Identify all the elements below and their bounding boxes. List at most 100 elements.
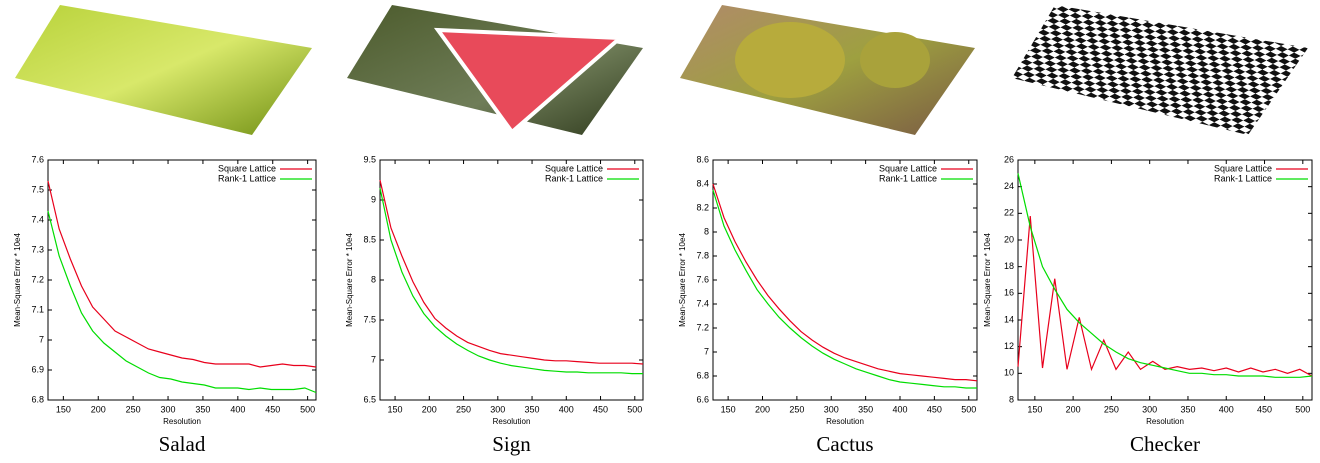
- plot-frame: [1018, 160, 1312, 400]
- series-line: [1018, 173, 1312, 377]
- legend-label: Rank-1 Lattice: [879, 173, 937, 183]
- y-tick-label: 7.4: [696, 298, 709, 308]
- series-line: [380, 188, 643, 374]
- legend-label: Square Lattice: [545, 163, 603, 173]
- x-tick-label: 400: [230, 404, 245, 414]
- x-tick-label: 300: [490, 404, 505, 414]
- x-axis-label: Resolution: [1146, 417, 1184, 426]
- x-tick-label: 350: [1180, 404, 1195, 414]
- x-tick-label: 250: [1104, 404, 1119, 414]
- y-axis-label: Mean-Square Error * 10e4: [345, 233, 354, 327]
- x-tick-label: 350: [195, 404, 210, 414]
- y-tick-label: 12: [1004, 341, 1014, 351]
- legend-label: Rank-1 Lattice: [218, 173, 276, 183]
- y-tick-label: 6.8: [31, 394, 44, 404]
- x-tick-label: 450: [593, 404, 608, 414]
- series-line: [1018, 216, 1312, 376]
- y-tick-label: 9.5: [363, 154, 376, 164]
- x-tick-label: 300: [161, 404, 176, 414]
- x-tick-label: 450: [927, 404, 942, 414]
- y-tick-label: 7.5: [363, 314, 376, 324]
- x-tick-label: 150: [388, 404, 403, 414]
- y-tick-label: 7.8: [696, 250, 709, 260]
- chart-title: Checker: [1130, 432, 1200, 456]
- series-line: [48, 181, 316, 367]
- x-tick-label: 250: [126, 404, 141, 414]
- y-tick-label: 6.9: [31, 364, 44, 374]
- y-tick-label: 24: [1004, 181, 1014, 191]
- x-tick-label: 500: [300, 404, 315, 414]
- y-tick-label: 20: [1004, 234, 1014, 244]
- y-tick-label: 8.6: [696, 154, 709, 164]
- chart-title: Salad: [159, 432, 206, 456]
- y-tick-label: 8: [1009, 394, 1014, 404]
- x-tick-label: 250: [789, 404, 804, 414]
- x-tick-label: 450: [1257, 404, 1272, 414]
- y-tick-label: 18: [1004, 261, 1014, 271]
- texture-image: [1012, 5, 1308, 135]
- texture-image: [15, 5, 312, 135]
- y-tick-label: 14: [1004, 314, 1014, 324]
- y-tick-label: 7.6: [31, 154, 44, 164]
- y-tick-label: 16: [1004, 288, 1014, 298]
- x-tick-label: 300: [1142, 404, 1157, 414]
- x-tick-label: 150: [56, 404, 71, 414]
- y-tick-label: 6.6: [696, 394, 709, 404]
- x-tick-label: 200: [91, 404, 106, 414]
- x-tick-label: 150: [721, 404, 736, 414]
- x-tick-label: 200: [422, 404, 437, 414]
- series-line: [380, 180, 643, 364]
- x-tick-label: 300: [824, 404, 839, 414]
- plot-frame: [380, 160, 643, 400]
- x-tick-label: 450: [265, 404, 280, 414]
- y-tick-label: 7.2: [31, 274, 44, 284]
- y-tick-label: 8: [371, 274, 376, 284]
- y-tick-label: 7.2: [696, 322, 709, 332]
- y-tick-label: 8.4: [696, 178, 709, 188]
- chart-title: Sign: [492, 432, 531, 456]
- y-tick-label: 6.8: [696, 370, 709, 380]
- y-axis-label: Mean-Square Error * 10e4: [13, 233, 22, 327]
- x-tick-label: 250: [456, 404, 471, 414]
- y-tick-label: 7: [39, 334, 44, 344]
- legend-label: Rank-1 Lattice: [545, 173, 603, 183]
- cactus: [860, 32, 930, 88]
- x-axis-label: Resolution: [493, 417, 531, 426]
- x-tick-label: 350: [525, 404, 540, 414]
- y-tick-label: 7.4: [31, 214, 44, 224]
- x-tick-label: 150: [1027, 404, 1042, 414]
- x-tick-label: 500: [627, 404, 642, 414]
- x-tick-label: 400: [559, 404, 574, 414]
- chart-title: Cactus: [816, 432, 873, 456]
- y-tick-label: 7.1: [31, 304, 44, 314]
- x-tick-label: 200: [755, 404, 770, 414]
- legend-label: Square Lattice: [1214, 163, 1272, 173]
- x-tick-label: 400: [1219, 404, 1234, 414]
- x-axis-label: Resolution: [163, 417, 201, 426]
- y-tick-label: 7: [704, 346, 709, 356]
- legend-label: Square Lattice: [879, 163, 937, 173]
- x-tick-label: 500: [1295, 404, 1310, 414]
- y-tick-label: 26: [1004, 154, 1014, 164]
- x-tick-label: 400: [892, 404, 907, 414]
- cactus: [735, 22, 845, 98]
- x-tick-label: 500: [961, 404, 976, 414]
- x-axis-label: Resolution: [826, 417, 864, 426]
- y-tick-label: 8.5: [363, 234, 376, 244]
- y-tick-label: 7: [371, 354, 376, 364]
- legend-label: Square Lattice: [218, 163, 276, 173]
- y-tick-label: 9: [371, 194, 376, 204]
- legend-label: Rank-1 Lattice: [1214, 173, 1272, 183]
- figure: 6.8 6.9 7 7.1 7.2 7.3 7.4 7.5 7.6 150 200 250 300 350…: [0, 0, 1320, 463]
- x-tick-label: 350: [858, 404, 873, 414]
- y-tick-label: 10: [1004, 368, 1014, 378]
- y-tick-label: 6.5: [363, 394, 376, 404]
- plot-frame: [48, 160, 316, 400]
- x-tick-label: 200: [1066, 404, 1081, 414]
- y-tick-label: 7.3: [31, 244, 44, 254]
- y-axis-label: Mean-Square Error * 10e4: [983, 233, 992, 327]
- y-tick-label: 8: [704, 226, 709, 236]
- y-tick-label: 7.6: [696, 274, 709, 284]
- y-tick-label: 22: [1004, 208, 1014, 218]
- y-axis-label: Mean-Square Error * 10e4: [678, 233, 687, 327]
